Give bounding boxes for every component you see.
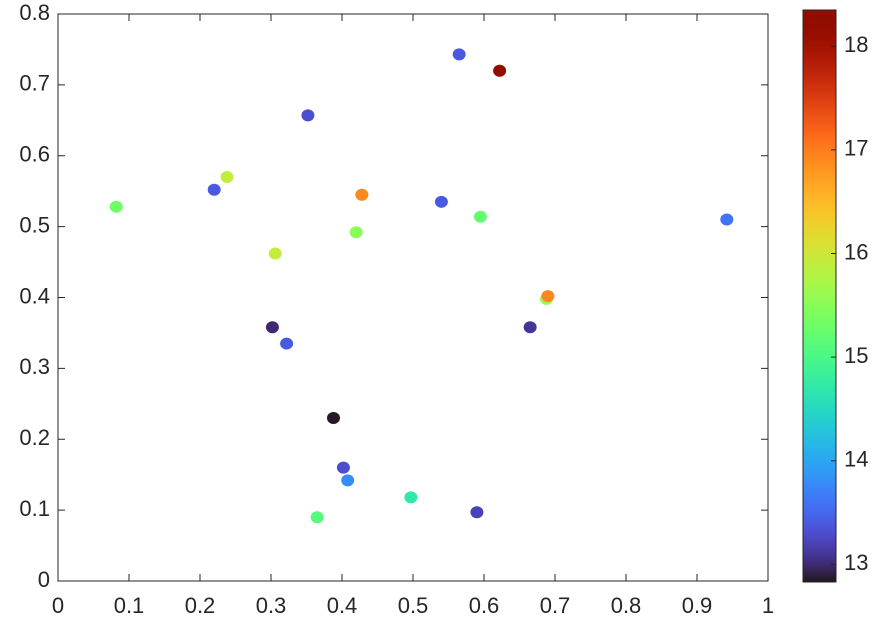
point [220, 171, 234, 184]
point [326, 411, 340, 424]
point [301, 109, 315, 122]
colorbar-tick-label: 13 [844, 550, 868, 575]
y-tick-label: 0.5 [19, 212, 50, 237]
x-tick-label: 0 [52, 593, 64, 618]
point [434, 195, 448, 208]
y-tick-label: 0.7 [19, 71, 50, 96]
y-tick-label: 0.3 [19, 354, 50, 379]
x-tick-label: 0.7 [540, 593, 571, 618]
point [280, 337, 294, 350]
point [310, 511, 324, 524]
y-tick-label: 0.8 [19, 0, 50, 25]
point [493, 64, 507, 77]
colorbar-tick-label: 17 [844, 136, 868, 161]
colorbar [802, 9, 837, 583]
point [207, 183, 221, 196]
y-tick-label: 0.6 [19, 142, 50, 167]
x-tick-label: 0.1 [114, 593, 145, 618]
y-tick-label: 0.1 [19, 496, 50, 521]
point [349, 226, 363, 239]
colorbar-tick-label: 14 [844, 447, 868, 472]
point [404, 491, 418, 504]
y-tick-label: 0.4 [19, 283, 50, 308]
colorbar-tick-label: 15 [844, 343, 868, 368]
colorbar-tick-label: 16 [844, 239, 868, 264]
x-tick-label: 0.5 [398, 593, 429, 618]
point [336, 461, 350, 474]
plot-area [57, 13, 769, 582]
point [720, 213, 734, 226]
point [109, 200, 123, 213]
y-tick-label: 0 [38, 567, 50, 592]
point [452, 48, 466, 61]
x-tick-label: 0.9 [682, 593, 713, 618]
point [523, 321, 537, 334]
x-tick-label: 0.3 [256, 593, 287, 618]
x-tick-label: 0.8 [611, 593, 642, 618]
y-tick-label: 0.2 [19, 425, 50, 450]
point [268, 247, 282, 260]
point [541, 290, 555, 303]
x-tick-label: 0.4 [327, 593, 358, 618]
point [265, 321, 279, 334]
point [470, 506, 484, 519]
x-tick-label: 0.6 [469, 593, 500, 618]
point [473, 210, 487, 223]
x-tick-label: 0.2 [185, 593, 216, 618]
point [341, 474, 355, 487]
point [355, 188, 369, 201]
x-tick-label: 1 [762, 593, 774, 618]
colorbar-tick-label: 18 [844, 32, 868, 57]
